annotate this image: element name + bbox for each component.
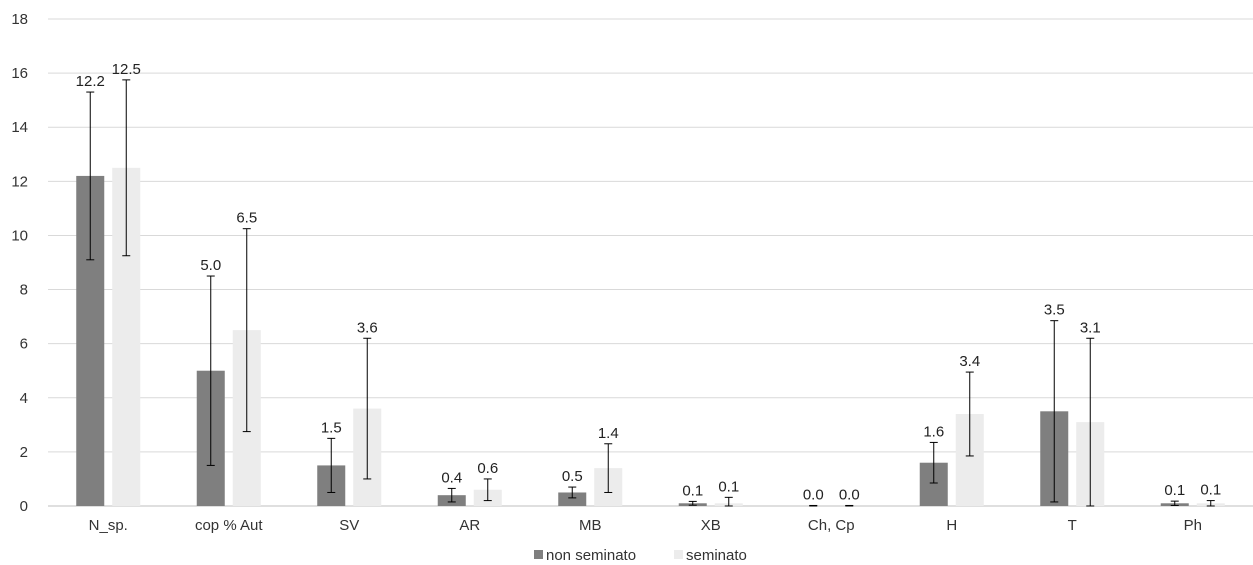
category-label: MB	[579, 517, 602, 534]
error-bar	[363, 337, 372, 480]
legend-label: non seminato	[546, 547, 636, 564]
y-tick-label: 16	[11, 65, 28, 82]
legend-item: non seminato	[534, 547, 636, 564]
category-label: N_sp.	[89, 517, 128, 534]
data-label: 0.1	[1164, 482, 1185, 499]
error-bar	[724, 496, 733, 507]
y-axis-tick-labels: 0 2 4 6 8 10 12 14 16 18	[11, 11, 28, 515]
data-label: 3.6	[357, 319, 378, 336]
error-bar	[1206, 500, 1215, 507]
error-bar	[1086, 337, 1095, 507]
legend-item: seminato	[674, 547, 747, 564]
legend-swatch-seminato	[674, 550, 683, 559]
data-label: 0.4	[441, 469, 462, 486]
category-label: SV	[339, 517, 359, 534]
category-label: T	[1068, 517, 1077, 534]
error-bar	[242, 228, 251, 433]
y-tick-label: 14	[11, 119, 28, 136]
y-tick-label: 18	[11, 11, 28, 28]
data-label: 1.5	[321, 419, 342, 436]
bar-non-seminato	[558, 492, 587, 506]
data-label: 3.4	[959, 353, 980, 370]
data-label: 3.1	[1080, 319, 1101, 336]
data-label: 0.0	[839, 486, 860, 503]
error-bar	[965, 371, 974, 457]
category-label: Ch, Cp	[808, 517, 855, 534]
data-label: 0.0	[803, 486, 824, 503]
data-label: 1.4	[598, 425, 619, 442]
y-tick-label: 6	[20, 336, 28, 353]
legend: non seminato seminato	[534, 547, 747, 564]
error-bar	[929, 441, 938, 484]
error-bar	[604, 443, 613, 493]
y-tick-label: 4	[20, 390, 28, 407]
category-label: Ph	[1184, 517, 1202, 534]
data-label: 0.1	[1200, 482, 1221, 499]
error-bar	[122, 79, 131, 257]
category-label: cop % Aut	[195, 517, 263, 534]
error-bar	[809, 504, 818, 507]
error-bar	[1050, 320, 1059, 503]
legend-swatch-non-seminato	[534, 550, 543, 559]
y-tick-label: 12	[11, 173, 28, 190]
legend-label: seminato	[686, 547, 747, 564]
category-label: H	[946, 517, 957, 534]
data-label: 0.1	[718, 478, 739, 495]
error-bar	[86, 91, 95, 261]
error-bar	[327, 437, 336, 493]
gridlines	[48, 18, 1253, 507]
y-tick-label: 8	[20, 282, 28, 299]
error-bar	[688, 500, 697, 506]
data-label: 0.6	[477, 460, 498, 477]
data-label: 0.5	[562, 468, 583, 485]
error-bar	[1170, 500, 1179, 506]
data-labels: 12.2 12.5 5.0 6.5 1.5 3.6 0.4 0.6 0.5 1.4 0.1 0.1 0.…	[76, 61, 1222, 504]
data-label: 12.2	[76, 73, 105, 90]
error-bar	[483, 478, 492, 502]
x-axis-category-labels: N_sp. cop % Aut SV AR MB XB Ch, Cp H T Ph	[89, 517, 1202, 534]
data-label: 12.5	[112, 61, 141, 78]
data-label: 6.5	[236, 210, 257, 227]
error-bar	[568, 486, 577, 499]
category-label: XB	[701, 517, 721, 534]
error-bars	[86, 79, 1215, 507]
category-label: AR	[459, 517, 480, 534]
data-label: 3.5	[1044, 302, 1065, 319]
y-tick-label: 2	[20, 444, 28, 461]
y-tick-label: 0	[20, 498, 28, 515]
error-bar	[845, 504, 854, 507]
error-bar	[447, 487, 456, 503]
data-label: 1.6	[923, 423, 944, 440]
error-bar	[206, 275, 215, 466]
data-label: 5.0	[200, 257, 221, 274]
data-label: 0.1	[682, 482, 703, 499]
y-tick-label: 10	[11, 227, 28, 244]
